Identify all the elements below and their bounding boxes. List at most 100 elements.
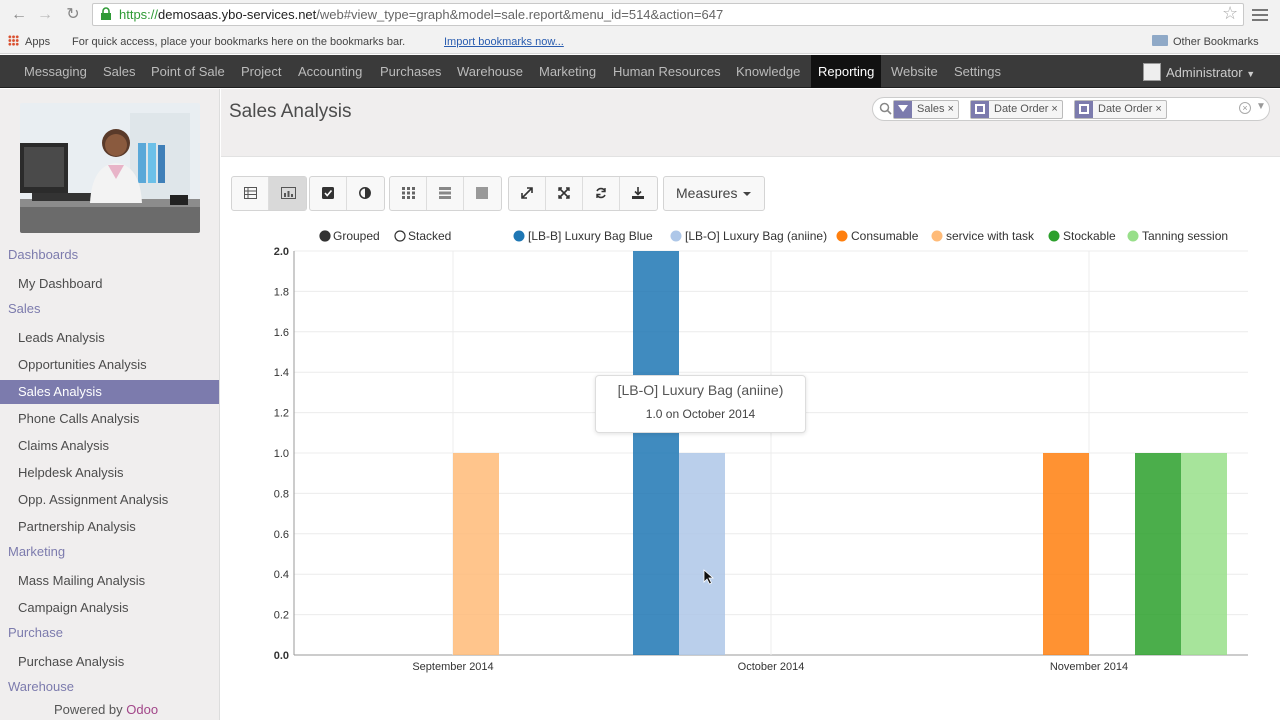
square-button[interactable]: [464, 177, 501, 210]
menu-warehouse[interactable]: Warehouse: [457, 64, 523, 79]
legend-mode-marker[interactable]: [394, 230, 406, 242]
pie-chart-button[interactable]: [347, 177, 384, 210]
legend-marker[interactable]: [836, 230, 848, 242]
chart-area: 0.0 0.2 0.4 0.6 0.8 1.0 1.2 1.4 1.6 1.8 2.0 Septemb…: [221, 222, 1280, 682]
search-facet-date-order: Date Order ×: [1074, 100, 1167, 119]
y-tick-label: 2.0: [274, 246, 289, 258]
legend-marker[interactable]: [1127, 230, 1139, 242]
sidebar-item-my-dashboard[interactable]: My Dashboard: [18, 276, 103, 291]
sidebar-item-opportunities-analysis[interactable]: Opportunities Analysis: [18, 357, 147, 372]
control-panel: Sales Analysis × ▼ Sales × Date Order × Date…: [221, 89, 1280, 157]
download-icon: [632, 187, 644, 199]
download-button[interactable]: [620, 177, 657, 210]
sidebar-item-partnership-analysis[interactable]: Partnership Analysis: [18, 519, 136, 534]
remove-facet-icon[interactable]: ×: [1051, 103, 1058, 115]
menu-website[interactable]: Website: [891, 64, 938, 79]
search-facet-date-order: Date Order ×: [970, 100, 1063, 119]
user-menu[interactable]: Administrator ▼: [1143, 63, 1255, 81]
menu-reporting[interactable]: Reporting: [811, 55, 882, 88]
remove-facet-icon[interactable]: ×: [947, 103, 954, 115]
list-rows-icon: [439, 187, 451, 199]
sidebar-item-opp-assignment-analysis[interactable]: Opp. Assignment Analysis: [18, 492, 169, 507]
legend-label[interactable]: Consumable: [851, 229, 919, 243]
bar[interactable]: [453, 453, 499, 655]
company-logo: [20, 103, 200, 233]
forward-arrow-icon[interactable]: →: [37, 6, 53, 23]
menu-messaging[interactable]: Messaging: [24, 64, 87, 79]
legend-marker[interactable]: [513, 230, 525, 242]
menu-project[interactable]: Project: [241, 64, 282, 79]
bar[interactable]: [1135, 453, 1181, 655]
menu-marketing[interactable]: Marketing: [539, 64, 597, 79]
legend-mode-grouped[interactable]: Grouped: [333, 229, 380, 243]
list-view-button[interactable]: [232, 177, 269, 210]
collapse-button[interactable]: [546, 177, 583, 210]
facet-label: Date Order: [1098, 103, 1153, 115]
graph-view-button[interactable]: [269, 177, 306, 210]
sidebar-item-helpdesk-analysis[interactable]: Helpdesk Analysis: [18, 465, 124, 480]
legend-marker[interactable]: [1048, 230, 1060, 242]
y-tick-label: 0.0: [274, 650, 289, 662]
x-tick-label: September 2014: [412, 661, 493, 673]
sidebar-section-dashboards: Dashboards: [8, 247, 79, 262]
legend-mode-marker[interactable]: [319, 230, 331, 242]
menu-purchases[interactable]: Purchases: [380, 64, 442, 79]
pivot-grid-button[interactable]: [390, 177, 427, 210]
other-bookmarks[interactable]: Other Bookmarks: [1152, 31, 1259, 53]
sidebar-item-purchase-analysis[interactable]: Purchase Analysis: [18, 654, 125, 669]
legend-label[interactable]: Tanning session: [1142, 229, 1228, 243]
sidebar-item-sales-analysis[interactable]: Sales Analysis: [0, 380, 219, 404]
avatar: [1143, 63, 1161, 81]
odoo-brand-link[interactable]: Odoo: [126, 702, 159, 717]
y-tick-label: 1.6: [274, 327, 289, 339]
legend-label[interactable]: [LB-B] Luxury Bag Blue: [528, 229, 653, 243]
address-bar[interactable]: https://demosaas.ybo-services.net/web#vi…: [92, 3, 1244, 26]
collapse-icon: [558, 187, 570, 199]
legend-mode-stacked[interactable]: Stacked: [408, 229, 451, 243]
menu-human-resources[interactable]: Human Resources: [613, 64, 721, 79]
swap-axis-button[interactable]: [583, 177, 620, 210]
bookmark-star-icon[interactable]: ☆: [1222, 3, 1239, 23]
x-tick-label: October 2014: [738, 661, 805, 673]
pivot-grid-icon: [402, 187, 415, 199]
menu-sales[interactable]: Sales: [103, 64, 136, 79]
search-dropdown-icon[interactable]: ▼: [1256, 101, 1266, 112]
bar[interactable]: [1181, 453, 1227, 655]
funnel-icon: [894, 101, 912, 118]
import-bookmarks-link[interactable]: Import bookmarks now...: [444, 36, 564, 48]
sidebar-item-mass-mailing-analysis[interactable]: Mass Mailing Analysis: [18, 573, 146, 588]
search-box[interactable]: × ▼ Sales × Date Order × Date Order ×: [872, 97, 1270, 121]
browser-menu-icon[interactable]: [1252, 6, 1268, 24]
y-tick-label: 1.2: [274, 408, 289, 420]
sidebar-item-campaign-analysis[interactable]: Campaign Analysis: [18, 600, 129, 615]
sidebar-item-phone-calls-analysis[interactable]: Phone Calls Analysis: [18, 411, 140, 426]
list-rows-button[interactable]: [427, 177, 464, 210]
sidebar-item-claims-analysis[interactable]: Claims Analysis: [18, 438, 110, 453]
group-by-icon: [971, 101, 989, 118]
menu-point-of-sale[interactable]: Point of Sale: [151, 64, 225, 79]
bar-chart-icon: [322, 187, 334, 199]
measures-dropdown[interactable]: Measures: [663, 176, 765, 211]
back-arrow-icon[interactable]: ←: [11, 6, 27, 23]
legend-marker[interactable]: [931, 230, 943, 242]
bar[interactable]: [633, 251, 679, 655]
bar[interactable]: [679, 453, 725, 655]
sidebar-item-leads-analysis[interactable]: Leads Analysis: [18, 330, 105, 345]
expand-button[interactable]: [509, 177, 546, 210]
clear-search-icon[interactable]: ×: [1239, 102, 1251, 114]
reload-icon[interactable]: ↻: [66, 6, 80, 23]
legend-label[interactable]: service with task: [946, 229, 1035, 243]
bar-chart-button[interactable]: [310, 177, 347, 210]
apps-label: Apps: [25, 36, 51, 48]
legend-label[interactable]: [LB-O] Luxury Bag (aniine): [685, 229, 827, 243]
sidebar: Powered by Odoo Dashboards My Dashboard Sa…: [0, 89, 220, 720]
search-icon[interactable]: [879, 102, 892, 115]
legend-label[interactable]: Stockable: [1063, 229, 1116, 243]
apps-shortcut[interactable]: Apps: [8, 31, 50, 53]
remove-facet-icon[interactable]: ×: [1155, 103, 1162, 115]
menu-knowledge[interactable]: Knowledge: [736, 64, 801, 79]
bar[interactable]: [1043, 453, 1089, 655]
legend-marker[interactable]: [670, 230, 682, 242]
menu-accounting[interactable]: Accounting: [298, 64, 363, 79]
menu-settings[interactable]: Settings: [954, 64, 1001, 79]
